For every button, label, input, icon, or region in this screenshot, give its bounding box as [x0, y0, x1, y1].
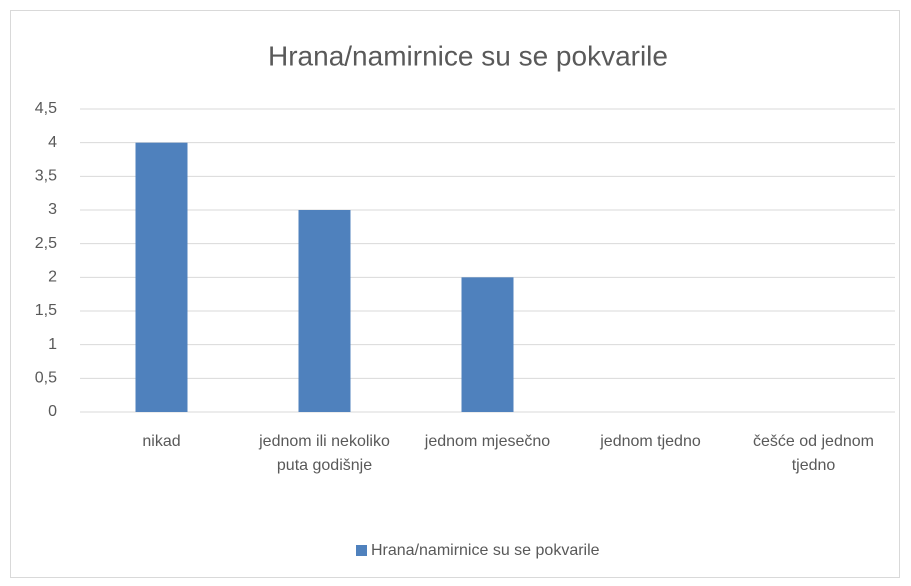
y-tick-label: 3	[48, 201, 57, 218]
y-tick-label: 0	[48, 403, 57, 420]
bar	[135, 142, 188, 412]
y-tick-label: 1	[48, 336, 57, 353]
x-tick-label: jednom tjedno	[600, 433, 701, 450]
y-tick-label: 4	[48, 134, 57, 151]
bar	[298, 210, 351, 412]
bar	[461, 277, 514, 412]
y-tick-label: 1,5	[35, 302, 57, 319]
x-tick-label: jednom ili nekoliko puta godišnje	[259, 433, 390, 474]
x-tick-label: češće od jednom tjedno	[753, 433, 874, 474]
x-tick-label: jednom mjesečno	[424, 433, 551, 450]
legend-label: Hrana/namirnice su se pokvarile	[371, 542, 600, 559]
y-tick-label: 0,5	[35, 370, 57, 387]
chart-title: Hrana/namirnice su se pokvarile	[268, 40, 668, 71]
y-tick-label: 4,5	[35, 100, 57, 117]
y-tick-label: 2,5	[35, 235, 57, 252]
legend-swatch	[356, 545, 367, 556]
y-tick-label: 2	[48, 269, 57, 286]
x-tick-label: nikad	[142, 433, 181, 450]
y-tick-label: 3,5	[35, 168, 57, 185]
